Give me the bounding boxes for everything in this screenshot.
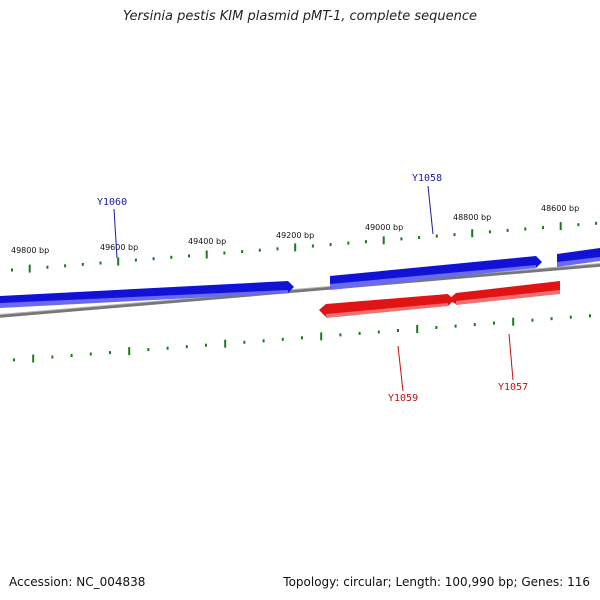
ruler-labels: 49800 bp 49600 bp 49400 bp 49200 bp 49000 bp… xyxy=(11,204,579,255)
inner-track-minor-tick xyxy=(13,358,15,362)
inner-track-minor-tick xyxy=(454,324,457,328)
outer-track-minor-tick xyxy=(347,241,350,245)
inner-track-major-tick xyxy=(128,347,131,356)
inner-tick-track xyxy=(13,314,591,363)
outer-track-minor-tick xyxy=(134,258,137,262)
ruler-label: 49600 bp xyxy=(100,243,138,252)
outer-track-major-tick xyxy=(28,264,31,273)
inner-track-minor-tick xyxy=(377,330,380,334)
outer-track-minor-tick xyxy=(418,236,421,239)
outer-track-minor-tick xyxy=(453,233,456,237)
inner-track-minor-tick xyxy=(243,340,246,344)
outer-track-minor-tick xyxy=(524,227,527,231)
ruler-label: 49000 bp xyxy=(365,223,403,232)
outer-track-minor-tick xyxy=(577,223,580,227)
outer-track-minor-tick xyxy=(11,268,13,272)
outer-track-minor-tick xyxy=(152,257,155,261)
inner-track-minor-tick xyxy=(185,345,188,349)
inner-track-minor-tick xyxy=(281,337,284,341)
ruler-label: 49800 bp xyxy=(11,246,49,255)
inner-track-minor-tick xyxy=(147,348,150,352)
y1060-leader-line xyxy=(113,208,118,259)
map-title: Yersinia pestis KIM plasmid pMT-1, compl… xyxy=(122,9,478,24)
outer-track-minor-tick xyxy=(46,265,49,269)
ruler-label: 49200 bp xyxy=(276,231,314,240)
gene-label-y1058[interactable]: Y1058 xyxy=(412,173,442,184)
outer-track-minor-tick xyxy=(400,237,403,241)
inner-track-major-tick xyxy=(32,354,35,363)
outer-track-minor-tick xyxy=(170,255,173,259)
inner-track-minor-tick xyxy=(473,323,476,327)
inner-track-minor-tick xyxy=(70,354,73,357)
backbone-strand xyxy=(0,263,600,318)
y1058-leader-line xyxy=(427,185,434,235)
outer-track-minor-tick xyxy=(276,247,279,251)
outer-track-minor-tick xyxy=(435,234,438,238)
ruler-label: 48600 bp xyxy=(541,204,579,213)
inner-track-minor-tick xyxy=(397,329,399,332)
inner-track-minor-tick xyxy=(569,315,572,319)
gene-label-y1060[interactable]: Y1060 xyxy=(97,197,127,208)
outer-track-major-tick xyxy=(559,222,562,231)
inner-track-minor-tick xyxy=(531,318,534,322)
inner-track-minor-tick xyxy=(493,321,495,325)
inner-track-minor-tick xyxy=(339,333,342,337)
outer-track-minor-tick xyxy=(258,248,261,252)
inner-track-major-tick xyxy=(320,332,323,341)
inner-track-minor-tick xyxy=(205,343,207,347)
outer-track-minor-tick xyxy=(488,230,491,234)
reverse-gene-y1059-arrow[interactable] xyxy=(319,294,454,318)
backbone-strand-highlight xyxy=(0,263,600,315)
outer-track-minor-tick xyxy=(365,240,367,244)
outer-track-minor-tick xyxy=(241,250,244,254)
outer-track-minor-tick xyxy=(81,262,84,266)
outer-track-major-tick xyxy=(205,250,208,259)
outer-track-minor-tick xyxy=(223,251,226,255)
inner-track-minor-tick xyxy=(51,355,54,359)
outer-track-minor-tick xyxy=(542,226,544,230)
gene-label-y1059[interactable]: Y1059 xyxy=(388,393,418,404)
outer-track-minor-tick xyxy=(311,244,314,248)
y1059-leader-line xyxy=(397,345,404,392)
inner-track-major-tick xyxy=(416,325,419,333)
accession-text: Accession: NC_004838 xyxy=(9,575,146,589)
inner-track-minor-tick xyxy=(589,314,591,318)
forward-gene-partial-arrow[interactable] xyxy=(557,248,600,267)
outer-track-minor-tick xyxy=(506,228,509,232)
outer-track-minor-tick xyxy=(595,221,598,225)
outer-track-minor-tick xyxy=(99,261,102,265)
forward-gene-y1060-arrow[interactable] xyxy=(0,281,294,308)
ruler-label: 49400 bp xyxy=(188,237,226,246)
inner-track-minor-tick xyxy=(435,326,438,329)
inner-track-minor-tick xyxy=(262,339,265,343)
inner-track-major-tick xyxy=(224,339,227,348)
outer-track-minor-tick xyxy=(188,254,190,258)
inner-track-minor-tick xyxy=(109,351,111,355)
inner-track-minor-tick xyxy=(166,346,169,350)
outer-track-minor-tick xyxy=(64,264,67,268)
outer-track-major-tick xyxy=(382,236,385,245)
topology-summary-text: Topology: circular; Length: 100,990 bp; … xyxy=(283,575,590,589)
outer-track-minor-tick xyxy=(329,243,332,247)
inner-track-minor-tick xyxy=(550,317,553,321)
inner-track-minor-tick xyxy=(358,331,361,335)
outer-tick-track xyxy=(11,221,598,273)
inner-track-minor-tick xyxy=(89,352,92,356)
outer-track-major-tick xyxy=(471,229,474,238)
reverse-gene-y1057-arrow[interactable] xyxy=(448,281,560,305)
y1057-leader-line xyxy=(508,333,514,381)
forward-gene-y1058-arrow[interactable] xyxy=(330,256,542,290)
outer-track-major-tick xyxy=(117,257,120,266)
inner-track-minor-tick xyxy=(301,336,303,340)
outer-track-major-tick xyxy=(294,243,297,252)
ruler-label: 48800 bp xyxy=(453,213,491,222)
gene-label-y1057[interactable]: Y1057 xyxy=(498,382,528,393)
inner-track-major-tick xyxy=(512,317,515,326)
